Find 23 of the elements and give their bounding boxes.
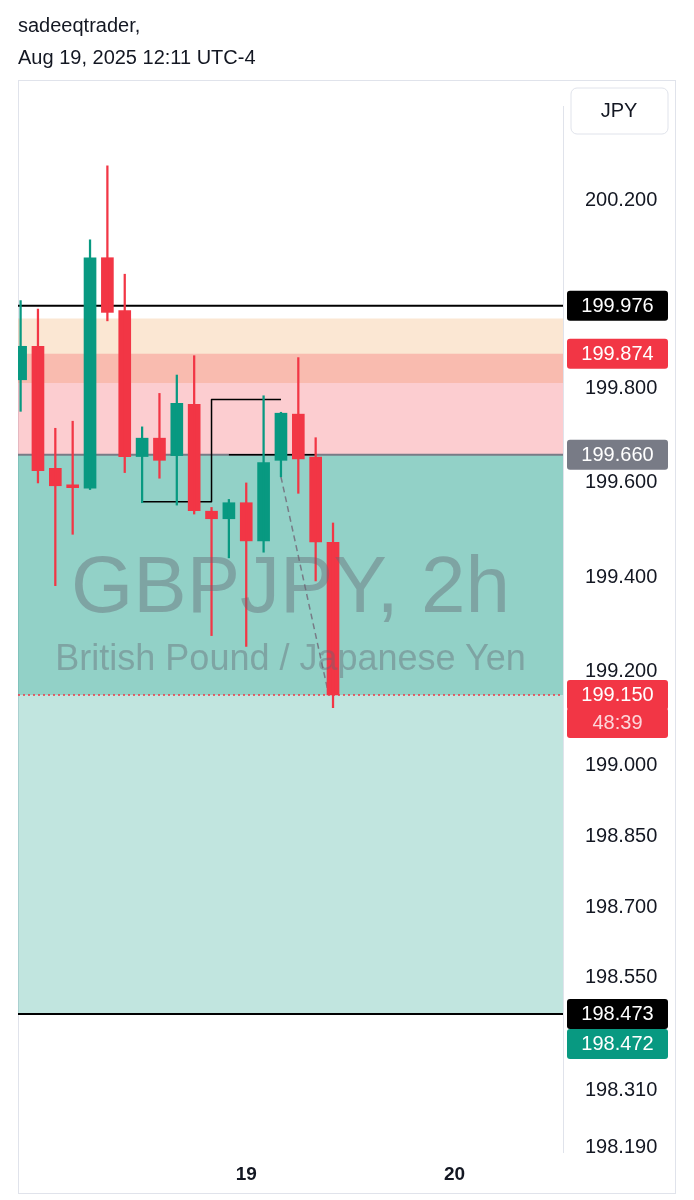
ref-line-label: 199.976	[581, 294, 654, 317]
y-tick-label: 199.000	[585, 753, 658, 776]
y-tick-label: 198.700	[585, 894, 658, 917]
y-tick-label: 199.200	[585, 658, 658, 681]
text: 48:39	[592, 711, 643, 734]
y-tick-label: 199.600	[585, 470, 658, 493]
ref-line-label: 199.150	[581, 683, 654, 706]
band-label: 199.874	[581, 342, 654, 365]
x-tick-label: 20	[443, 1162, 466, 1184]
text: Aug 19, 2025 12:11 UTC-4	[18, 46, 256, 69]
y-tick-label: 200.200	[585, 187, 658, 210]
ref-line-label: 199.660	[581, 443, 654, 466]
text: sadeeqtrader,	[18, 14, 141, 37]
y-tick-label: 198.550	[585, 965, 658, 988]
y-tick-label: 199.800	[585, 376, 658, 399]
x-tick-label: 19	[235, 1162, 257, 1184]
y-tick-label: 198.850	[585, 823, 658, 846]
y-tick-label: 198.310	[585, 1078, 658, 1101]
band-label: 198.472	[581, 1032, 654, 1055]
ref-line-label: 198.473	[581, 1002, 654, 1025]
y-tick-label: 198.190	[585, 1134, 658, 1157]
y-tick-label: 199.400	[585, 564, 658, 587]
y-axis-title: JPY	[600, 98, 638, 121]
